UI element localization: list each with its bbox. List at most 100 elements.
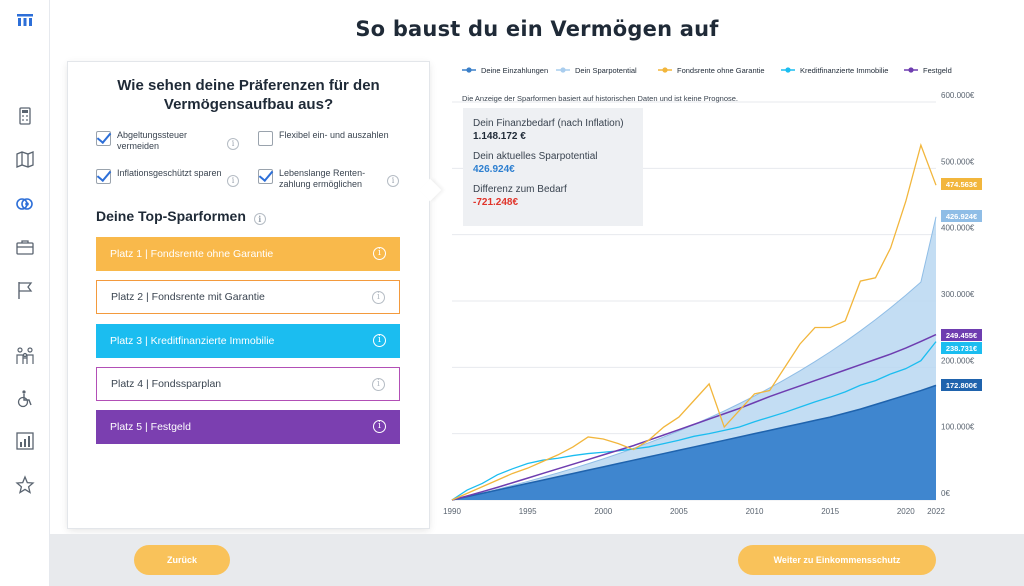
end-label-text: 249.455€ xyxy=(946,331,978,340)
legend-item: Kreditfinanzierte Immobilie xyxy=(781,66,888,75)
end-label-text: 172.800€ xyxy=(946,381,978,390)
pref-inflationsgeschuetzt[interactable]: Inflationsgeschützt sparen xyxy=(96,168,227,184)
briefcase-icon[interactable] xyxy=(14,236,36,258)
info-icon[interactable]: i xyxy=(373,420,386,433)
end-label-text: 474.563€ xyxy=(946,180,978,189)
page-title: So baust du ein Vermögen auf xyxy=(355,17,719,41)
preferences-title: Wie sehen deine Präferenzen für den Verm… xyxy=(117,77,380,113)
need-label: Dein Finanzbedarf (nach Inflation) xyxy=(473,118,624,129)
rank-3-button[interactable]: Platz 3 | Kreditfinanzierte Immobilie i xyxy=(96,324,400,358)
end-label-box xyxy=(941,178,982,190)
need-value: 1.148.172 € xyxy=(473,131,526,142)
rank-2-button[interactable]: Platz 2 | Fondsrente mit Garantie i xyxy=(96,280,400,314)
chart-note: Die Anzeige der Sparformen basiert auf h… xyxy=(462,94,738,103)
end-value-label: 172.800€ xyxy=(941,379,982,391)
wheelchair-icon[interactable] xyxy=(14,388,36,410)
pref-label: Flexibel ein- und auszahlen xyxy=(279,130,389,140)
family-icon[interactable] xyxy=(14,345,36,367)
checkbox-lebenslange-rente[interactable] xyxy=(258,169,273,184)
rank-label: Platz 2 | Fondsrente mit Garantie xyxy=(111,291,265,303)
rank-label: Platz 4 | Fondssparplan xyxy=(111,378,222,390)
x-tick-label: 2020 xyxy=(897,507,915,516)
wealth-chart: 0€ 100.000€ 200.000€ 300.000€ 400.000€ 500.00… xyxy=(443,66,982,516)
star-icon[interactable] xyxy=(14,474,36,496)
legend-label: Dein Sparpotential xyxy=(575,66,637,75)
end-label-text: 426.924€ xyxy=(946,212,978,221)
series-line-einzahlungen xyxy=(451,384,937,501)
legend-marker xyxy=(466,67,472,73)
difference-label: Differenz zum Bedarf xyxy=(473,184,567,195)
end-label-box xyxy=(941,329,982,341)
rank-1-button[interactable]: Platz 1 | Fondsrente ohne Garantie i xyxy=(96,237,400,271)
end-label-text: 238.731€ xyxy=(946,344,978,353)
back-button[interactable]: Zurück xyxy=(134,545,230,575)
checkbox-abgeltungssteuer[interactable] xyxy=(96,131,111,146)
y-tick-label: 500.000€ xyxy=(941,157,975,166)
info-icon[interactable]: i xyxy=(387,175,399,187)
info-box: Dein Finanzbedarf (nach Inflation) 1.148… xyxy=(463,108,643,226)
pref-abgeltungssteuer[interactable]: Abgeltungssteuer vermeiden xyxy=(96,130,227,152)
legend-label: Festgeld xyxy=(923,66,952,75)
y-tick-label: 100.000€ xyxy=(941,423,975,432)
rank-label: Platz 1 | Fondsrente ohne Garantie xyxy=(110,248,274,260)
y-tick-label: 200.000€ xyxy=(941,356,975,365)
info-icon[interactable]: i xyxy=(372,291,385,304)
sidebar xyxy=(0,0,50,586)
legend-item: Fondsrente ohne Garantie xyxy=(658,66,765,75)
series-line-fondsrente xyxy=(451,142,937,501)
info-icon[interactable]: i xyxy=(373,334,386,347)
x-tick-label: 2000 xyxy=(594,507,612,516)
series-line-festgeld xyxy=(451,333,937,501)
app-logo-icon[interactable] xyxy=(17,14,33,26)
y-tick-label: 300.000€ xyxy=(941,290,975,299)
legend-label: Kreditfinanzierte Immobilie xyxy=(800,66,888,75)
x-tick-label: 1990 xyxy=(443,507,461,516)
legend-label: Deine Einzahlungen xyxy=(481,66,548,75)
top-sparformen-label: Deine Top-Sparformen xyxy=(96,208,246,224)
legend-marker xyxy=(560,67,566,73)
legend-marker xyxy=(785,67,791,73)
x-tick-label: 2022 xyxy=(927,507,945,516)
end-value-label: 249.455€ xyxy=(941,329,982,341)
coins-icon[interactable] xyxy=(14,193,36,215)
rank-4-button[interactable]: Platz 4 | Fondssparplan i xyxy=(96,367,400,401)
pref-label: Lebenslange Renten-zahlung ermöglichen xyxy=(279,168,366,189)
rank-label: Platz 5 | Festgeld xyxy=(110,421,191,433)
legend-item: Festgeld xyxy=(904,66,952,75)
info-icon[interactable]: i xyxy=(227,138,239,150)
info-icon[interactable]: i xyxy=(227,175,239,187)
pref-label: Abgeltungssteuer vermeiden xyxy=(117,130,188,151)
map-icon[interactable] xyxy=(14,148,36,170)
potential-value: 426.924€ xyxy=(473,164,515,175)
end-label-box xyxy=(941,379,982,391)
legend-label: Fondsrente ohne Garantie xyxy=(677,66,765,75)
y-tick-label: 400.000€ xyxy=(941,224,975,233)
legend-item: Deine Einzahlungen xyxy=(462,66,548,75)
pref-lebenslange-rente[interactable]: Lebenslange Renten-zahlung ermöglichen xyxy=(258,168,389,190)
info-icon[interactable]: i xyxy=(372,378,385,391)
rank-label: Platz 3 | Kreditfinanzierte Immobilie xyxy=(110,335,275,347)
flag-icon[interactable] xyxy=(14,279,36,301)
checkbox-flexibel[interactable] xyxy=(258,131,273,146)
x-tick-label: 2010 xyxy=(746,507,764,516)
rank-5-button[interactable]: Platz 5 | Festgeld i xyxy=(96,410,400,444)
series-area-einzahlungen xyxy=(452,385,936,500)
y-tick-label: 600.000€ xyxy=(941,91,975,100)
calculator-icon[interactable] xyxy=(14,105,36,127)
legend-marker xyxy=(908,67,914,73)
difference-value: -721.248€ xyxy=(473,197,519,208)
preferences-card: Wie sehen deine Präferenzen für den Verm… xyxy=(68,62,429,528)
next-button[interactable]: Weiter zu Einkommensschutz xyxy=(738,545,936,575)
x-tick-label: 1995 xyxy=(519,507,537,516)
info-icon[interactable]: i xyxy=(253,213,266,225)
pref-flexibel[interactable]: Flexibel ein- und auszahlen xyxy=(258,130,389,146)
potential-label: Dein aktuelles Sparpotential xyxy=(473,151,598,162)
end-value-label: 426.924€ xyxy=(941,210,982,222)
chart-report-icon[interactable] xyxy=(14,430,36,452)
legend-item: Dein Sparpotential xyxy=(556,66,637,75)
pref-label: Inflationsgeschützt sparen xyxy=(117,168,222,178)
info-icon[interactable]: i xyxy=(373,247,386,260)
checkbox-inflationsgeschuetzt[interactable] xyxy=(96,169,111,184)
series-line-immobilie xyxy=(451,341,937,501)
